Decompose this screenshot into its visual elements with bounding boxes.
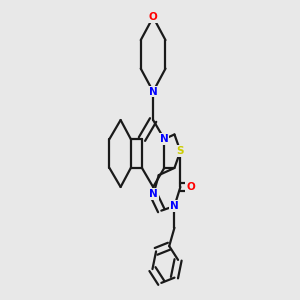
Text: O: O bbox=[186, 182, 195, 192]
Text: S: S bbox=[177, 146, 184, 156]
Text: N: N bbox=[170, 201, 179, 211]
Text: N: N bbox=[149, 189, 158, 199]
Text: O: O bbox=[149, 12, 158, 22]
Text: N: N bbox=[149, 87, 158, 97]
Text: N: N bbox=[160, 134, 169, 144]
